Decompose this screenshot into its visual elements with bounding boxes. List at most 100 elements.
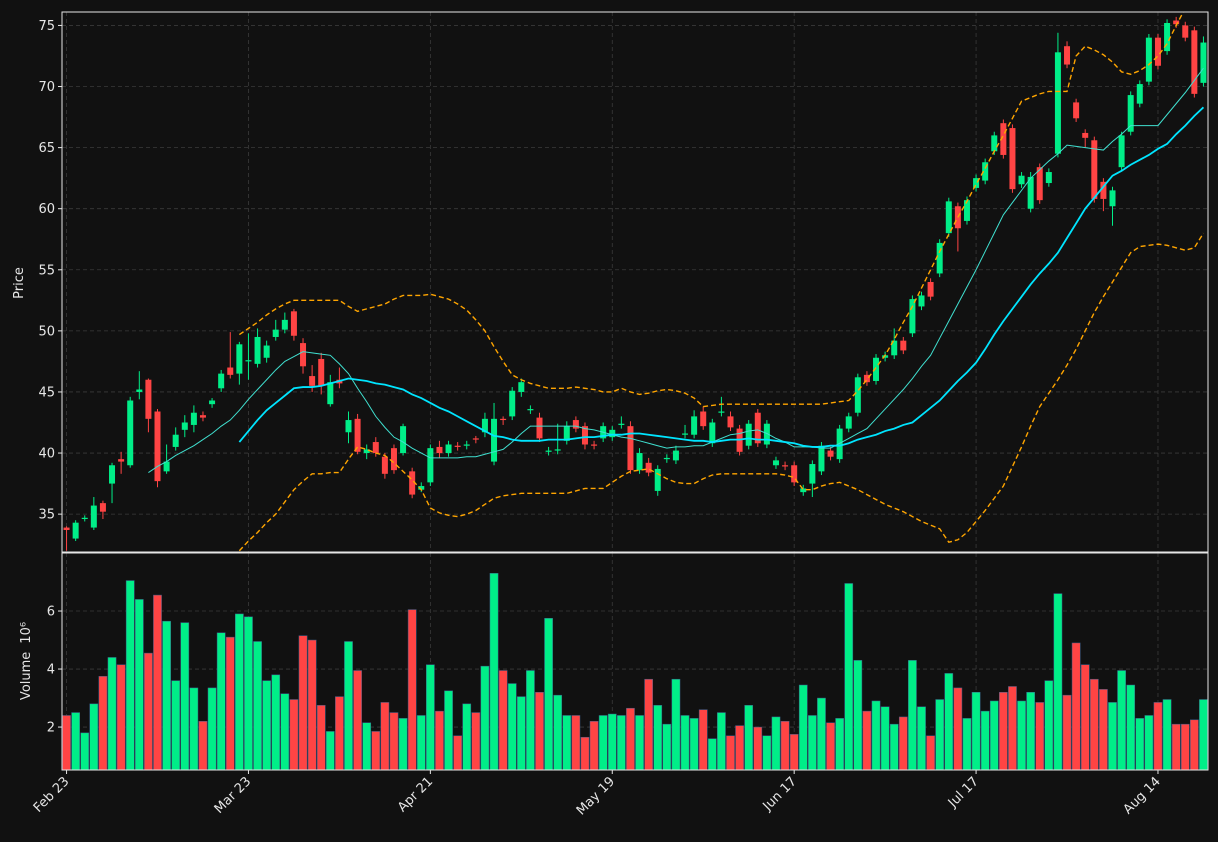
candle-body (763, 423, 770, 445)
volume-bar (898, 716, 908, 770)
candle-body (372, 442, 379, 454)
plot-area (62, 553, 1208, 770)
candle-body (1009, 128, 1016, 190)
volume-bar (689, 718, 699, 770)
candle-body (290, 311, 297, 336)
volume-bar (125, 580, 135, 770)
y-tick-label: 55 (38, 263, 55, 278)
volume-bar (325, 731, 335, 770)
candle-body (245, 360, 252, 362)
y-tick-label: 6 (47, 605, 55, 620)
volume-bar (598, 715, 608, 770)
candle-body (1027, 176, 1034, 209)
candle-body (709, 422, 716, 444)
candle-body (818, 445, 825, 472)
volume-bar (589, 721, 599, 770)
volume-bar (1099, 689, 1108, 770)
volume-bar (1008, 686, 1017, 770)
volume-bar (198, 721, 208, 770)
volume-bar (498, 670, 508, 770)
volume-unit: 10⁶ (19, 622, 34, 644)
volume-bar (853, 660, 863, 770)
volume-bar (107, 657, 117, 770)
volume-bar (335, 696, 344, 770)
volume-bar (162, 620, 171, 770)
y-tick-label: 45 (38, 385, 55, 400)
volume-bar (171, 680, 181, 770)
candle-body (882, 355, 889, 358)
volume-bar (953, 687, 963, 770)
candle-body (418, 486, 425, 490)
candle-body (827, 450, 834, 457)
volume-axis-label: Volume 10⁶ (19, 622, 34, 700)
volume-bar (880, 706, 890, 770)
candle-body (1109, 190, 1116, 207)
candle-body (181, 422, 188, 430)
volume-bar (235, 613, 244, 770)
volume-bar (580, 736, 590, 770)
candle-body (800, 488, 807, 493)
y-tick-label: 65 (38, 141, 55, 156)
candle-body (609, 429, 616, 438)
candle-body (409, 471, 416, 495)
volume-bar (1171, 723, 1181, 770)
candle-body (199, 415, 206, 418)
volume-bar (1044, 680, 1054, 770)
candle-body (772, 460, 779, 466)
candle-body (318, 358, 325, 386)
candle-body (90, 505, 97, 528)
candle-body (63, 527, 70, 531)
volume-bar (717, 712, 726, 770)
volume-bar (316, 705, 326, 770)
y-tick-label: 70 (38, 80, 55, 95)
indicator-line (238, 12, 1185, 408)
candle-body (1191, 30, 1198, 94)
price-axis-label: Price (12, 267, 27, 299)
volume-bar (362, 722, 372, 770)
candle-body (163, 461, 170, 472)
candle-body (873, 357, 880, 381)
candle-body (1136, 84, 1143, 104)
volume-bar (826, 722, 835, 770)
volume-bar (1135, 718, 1145, 770)
volume-bar (871, 700, 881, 770)
candle-body (909, 299, 916, 334)
y-tick-label: 75 (38, 19, 55, 34)
volume-bar (398, 718, 408, 770)
candle-body (918, 295, 925, 307)
candle-body (390, 448, 397, 471)
y-tick-label: 40 (38, 447, 55, 462)
volume-bar (817, 697, 826, 770)
candle-body (654, 468, 661, 491)
volume-bar (289, 699, 299, 770)
volume-bar (353, 670, 362, 770)
volume-bar (617, 715, 626, 770)
candle-body (281, 319, 288, 330)
volume-bar (971, 692, 981, 770)
candle-body (863, 374, 870, 383)
candle-body (563, 426, 570, 441)
candle-body (700, 411, 707, 427)
volume-bar (489, 573, 499, 770)
candle-body (1036, 167, 1043, 201)
candle-body (1164, 22, 1171, 52)
candle-body (1073, 102, 1080, 119)
candle-body (81, 517, 88, 520)
volume-bar (553, 694, 563, 770)
volume-bar (780, 721, 790, 770)
candle-body (509, 390, 516, 417)
volume-bar (1162, 699, 1172, 770)
candle-body (527, 409, 534, 411)
volume-bar (935, 699, 945, 770)
candle-body (518, 382, 525, 392)
candle-body (945, 201, 952, 234)
indicator-line (238, 106, 1205, 448)
volume-bar (1035, 702, 1045, 770)
volume-bar (116, 664, 126, 770)
candle-body (1127, 95, 1134, 132)
volume-bar (462, 703, 472, 770)
volume-bar (744, 705, 754, 770)
volume-bar (662, 723, 672, 770)
candle-body (791, 465, 798, 483)
y-tick-label: 60 (38, 202, 55, 217)
